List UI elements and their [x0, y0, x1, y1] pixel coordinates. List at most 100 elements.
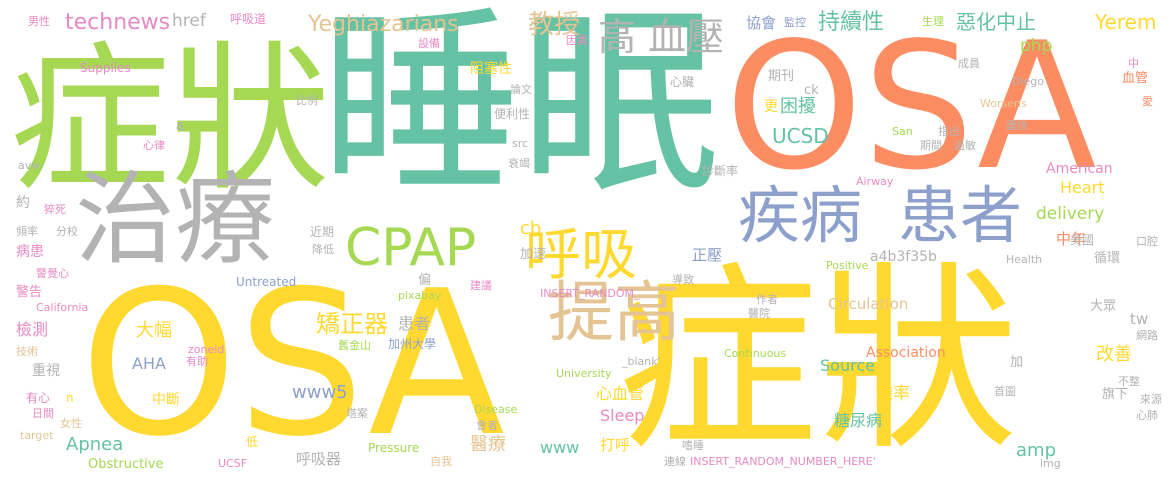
word-cover-image: 首圖 [994, 385, 1016, 398]
word-american: American [1046, 161, 1113, 177]
word-drowsy: 嗜睡 [682, 439, 704, 452]
word-avw: avw [18, 159, 41, 172]
word-low: 低 [246, 435, 259, 449]
word-improve: 提高 [548, 274, 680, 351]
word-paper: 論文 [510, 83, 532, 96]
word-heart-en: Heart [1060, 178, 1105, 197]
word-probability: 機率 [876, 384, 910, 404]
word-airway: 呼吸道 [230, 12, 267, 26]
word-oral: 口腔 [1136, 235, 1158, 248]
word-worsen: 惡化 [956, 10, 996, 34]
word-failure: 衰竭 [508, 157, 530, 170]
word-diego: Diego [1012, 75, 1045, 88]
word-positive: Positive [826, 259, 869, 272]
word-middle-age: 中年 [1056, 230, 1087, 248]
word-symptom-top: 症狀 [10, 26, 331, 213]
word-a4b3f35b: a4b3f35b [870, 249, 937, 265]
word-cause: 導致 [672, 273, 694, 286]
word-a: a [176, 119, 184, 134]
word-diagnosis: 診斷率 [702, 164, 739, 178]
word-heart: 心臟 [670, 75, 695, 89]
word-untreated: Untreated [236, 275, 297, 289]
word-trouble: 困擾 [780, 96, 816, 117]
word-san-francisco: 舊金山 [338, 339, 371, 352]
word-subsidiary: 旗下 [1102, 387, 1129, 402]
word-heedful: 有心 [26, 391, 51, 405]
word-ucsd: UCSD [772, 124, 829, 148]
word-usa: 美國 [1070, 233, 1095, 247]
word-female: 女性 [60, 417, 82, 430]
word-branch: 分校 [56, 225, 78, 238]
word-tw: tw [1130, 310, 1149, 328]
word-warning: 警告 [16, 285, 43, 300]
word-accelerate: 加速 [520, 247, 547, 262]
word-apnea: Apnea [66, 434, 124, 455]
word-patient-ill: 病患 [16, 244, 44, 260]
word-insert-random: INSERT_RANDOM_ [540, 287, 640, 300]
word-insert-random-number: INSERT_RANDOM_NUMBER_HERE' [690, 455, 876, 468]
word-california: California [36, 301, 89, 314]
word-cardiopulmonary: 心肺 [1136, 409, 1158, 422]
word-substantial: 大幅 [136, 320, 172, 341]
word-medical: 醫療 [470, 434, 506, 455]
word-amp: amp [1016, 440, 1056, 461]
word-attendee: 會者 [476, 419, 498, 432]
word-snore: 打呼 [600, 436, 631, 454]
word-suggest: 建議 [470, 279, 492, 292]
word-pixabay: pixabay [398, 289, 442, 302]
word-patient: 患者 [898, 179, 1023, 252]
word-breath: 呼吸 [525, 223, 637, 288]
word-cpap: CPAP [345, 218, 477, 278]
word-worsens: Worsens [980, 97, 1027, 110]
word-member: 成員 [958, 57, 980, 70]
word-target: target [20, 429, 54, 442]
word-ventilator: 呼吸器 [296, 450, 342, 468]
word-symptom-bottom: 症狀 [618, 245, 1019, 478]
word-treatment: 治療 [75, 161, 275, 278]
word-connect: 連線 [664, 455, 686, 468]
word-sleep-en: Sleep [600, 406, 645, 425]
word-origin: 來源 [1140, 393, 1162, 406]
word-www: www [540, 438, 580, 457]
word-self: 自我 [430, 455, 452, 468]
word-san: San [892, 125, 913, 138]
word-network: 網路 [1136, 329, 1158, 342]
word-osa-top: OSA [725, 6, 1097, 209]
word-frequency: 頻率 [16, 225, 38, 238]
word-cardiovascular: 心血管 [596, 384, 645, 403]
word-helpful: 有助 [186, 355, 208, 368]
word-allergy: 過敏 [954, 139, 976, 152]
word-img: img [1040, 457, 1061, 470]
word-convenience: 便利性 [494, 107, 531, 121]
word-period: 期間 [920, 139, 942, 152]
word-circulation-zh: 循環 [1094, 251, 1121, 266]
word-href: href [172, 11, 206, 31]
word-stop: 中止 [996, 10, 1036, 34]
word-association: Association [866, 345, 946, 361]
word-bias: 偏 [418, 273, 432, 288]
word-src: src [512, 137, 529, 150]
word-journal: 期刊 [768, 69, 795, 84]
word-technology: 技術 [16, 345, 38, 358]
word-obstructive: Obstructive [88, 457, 164, 472]
word-value: 重視 [32, 363, 60, 379]
word-yeghiazarians: Yeghiazarians [308, 12, 459, 37]
word-corrector: 矯正器 [316, 310, 388, 338]
word-test: 檢測 [16, 320, 49, 339]
word-cb: cb [520, 218, 542, 239]
word-asap: 盡快 [1006, 119, 1028, 132]
word-patient2: 患者 [398, 314, 431, 333]
word-enhance: 改善 [1096, 344, 1132, 365]
word-association-zh: 協會 [746, 14, 777, 32]
word-continuity: 持續性 [818, 10, 885, 35]
word-sleep: 睡眠 [320, 0, 721, 221]
word-php: php [1020, 36, 1053, 56]
word-add: 加 [1010, 355, 1024, 370]
word-male: 男性 [28, 15, 50, 28]
word-interruption: 中斷 [152, 392, 180, 408]
word-continuous: Continuous [724, 347, 787, 360]
word-www5: www5 [292, 382, 348, 403]
word-disease: 疾病 [738, 179, 863, 252]
word-university: University [556, 367, 612, 380]
